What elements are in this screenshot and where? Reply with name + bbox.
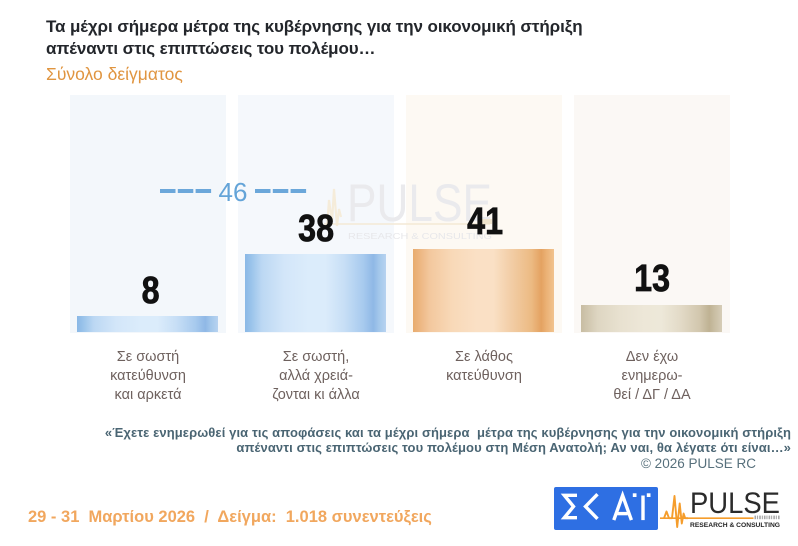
svg-text:RESEARCH & CONSULTING: RESEARCH & CONSULTING: [690, 522, 780, 529]
svg-text:PULSE: PULSE: [347, 174, 492, 233]
svg-text:PULSE: PULSE: [690, 487, 780, 520]
svg-text:RESEARCH & CONSULTING: RESEARCH & CONSULTING: [348, 231, 492, 241]
